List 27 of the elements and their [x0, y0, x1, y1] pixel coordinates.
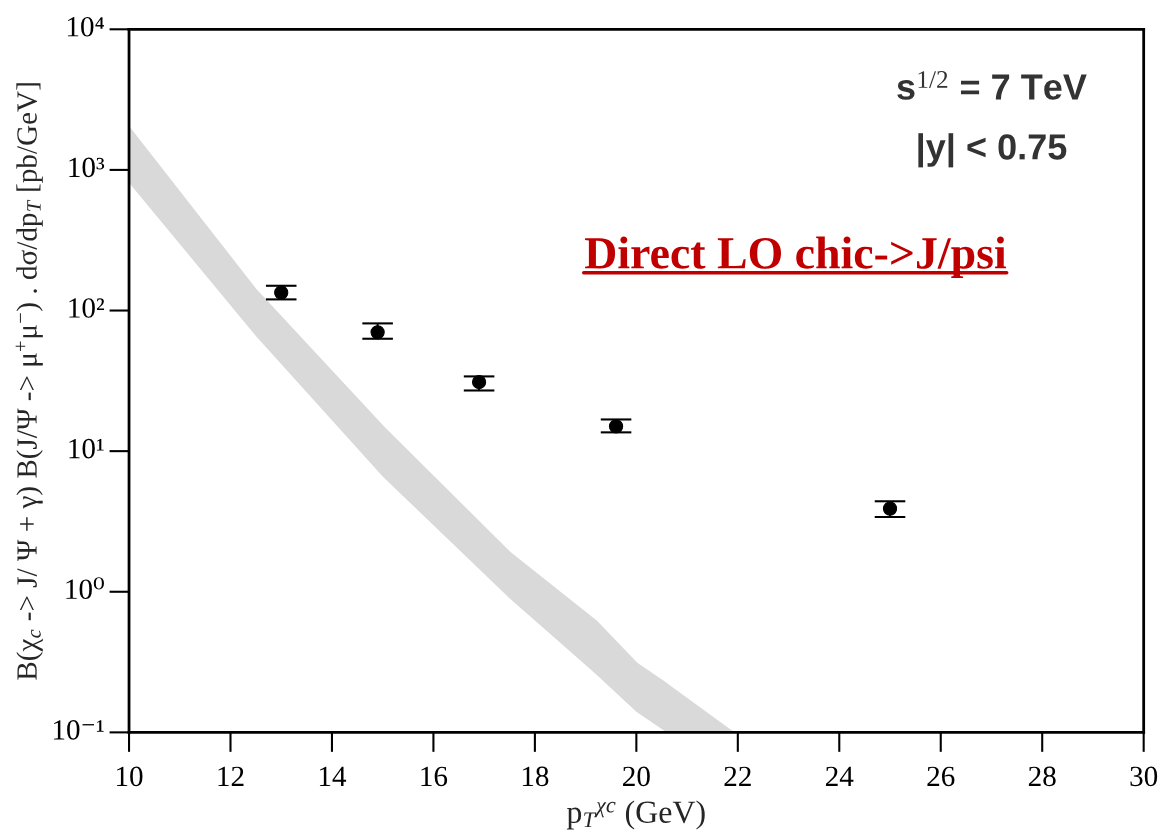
x-tick-label: 18 — [522, 766, 549, 787]
x-tick-label: 16 — [421, 766, 448, 787]
y-tick-label: 10⁰ — [66, 577, 104, 600]
x-tick-label: 28 — [1028, 766, 1056, 787]
text: B(χ$_{c}$ -> J/ Ψ + γ) B(J/Ψ -> μ$^{+}$μ$^{−}$) . dσ/dp$_{T}$ [pb/GeV] — [15, 83, 43, 680]
annotation: s$^{1/2}$ = 7 TeV — [897, 71, 1087, 100]
x-tick-label: 14 — [319, 766, 347, 786]
x-tick-label: 10 — [117, 766, 143, 787]
y-tick-label: 10² — [69, 298, 105, 318]
x-tick-label: 24 — [825, 766, 854, 786]
y-tick-label: 10³ — [69, 157, 105, 178]
annotation: Direct LO chic->J/psi — [585, 236, 1007, 279]
point — [882, 501, 898, 516]
x-tick-label: 30 — [1130, 766, 1158, 787]
annotation: |y| < 0.75 — [918, 133, 1067, 168]
x-tick-label: 26 — [927, 766, 955, 787]
point — [471, 374, 487, 390]
point — [370, 325, 385, 340]
x-tick-label: 20 — [623, 766, 650, 787]
point — [274, 285, 289, 300]
x-tick-label: 12 — [218, 766, 244, 786]
y-tick-label: 10⁻¹ — [53, 719, 104, 740]
y-tick-label: 10⁴ — [67, 16, 104, 37]
y-tick-label: 10¹ — [69, 438, 104, 459]
x-axis-title: p$_{T}$$^{χc}$ (GeV) — [566, 800, 705, 830]
x-tick-label: 22 — [724, 766, 751, 786]
point — [608, 419, 624, 434]
